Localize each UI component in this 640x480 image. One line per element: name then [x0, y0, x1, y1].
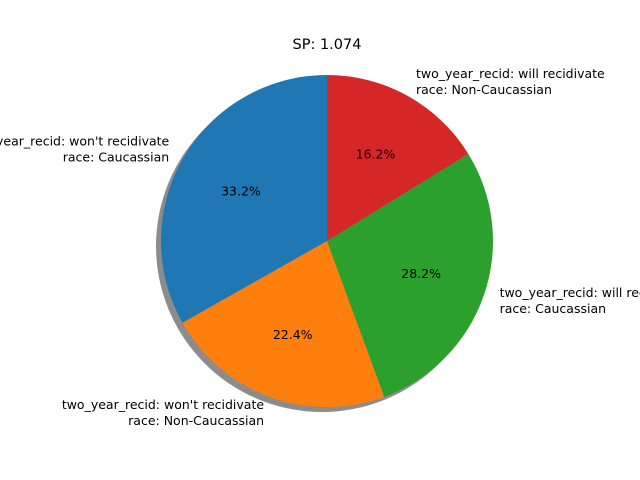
percent-label: 33.2% — [221, 183, 261, 198]
chart-title: SP: 1.074 — [293, 37, 362, 53]
percent-label: 16.2% — [356, 147, 396, 162]
pie-slice — [161, 75, 327, 323]
slice-label-line2: race: Caucassian — [63, 150, 169, 165]
slice-label-line2: race: Caucassian — [500, 301, 606, 316]
pie-slice — [182, 241, 385, 407]
slice-label-line1: two_year_recid: will recidivate — [500, 285, 640, 300]
slice-label-line2: race: Non-Caucassian — [416, 82, 552, 97]
slice-label: two_year_recid: won't recidivate race: No… — [62, 397, 265, 428]
slice-label: two_year_recid: will recidivate race: Non… — [416, 66, 605, 97]
percent-labels: 33.2% 22.4% 28.2% 16.2% — [221, 147, 441, 342]
pie-slice — [327, 75, 469, 241]
slice-label-line1: two_year_recid: will recidivate — [416, 66, 605, 81]
slice-label-line1: two_year_recid: won't recidivate — [62, 397, 265, 412]
slice-label-line1: two_year_recid: won't recidivate — [0, 134, 170, 149]
pie-slices — [161, 75, 494, 407]
pie-slice — [327, 153, 494, 397]
percent-label: 22.4% — [273, 327, 313, 342]
slice-label-line2: race: Non-Caucassian — [128, 413, 264, 428]
percent-label: 28.2% — [401, 266, 441, 281]
